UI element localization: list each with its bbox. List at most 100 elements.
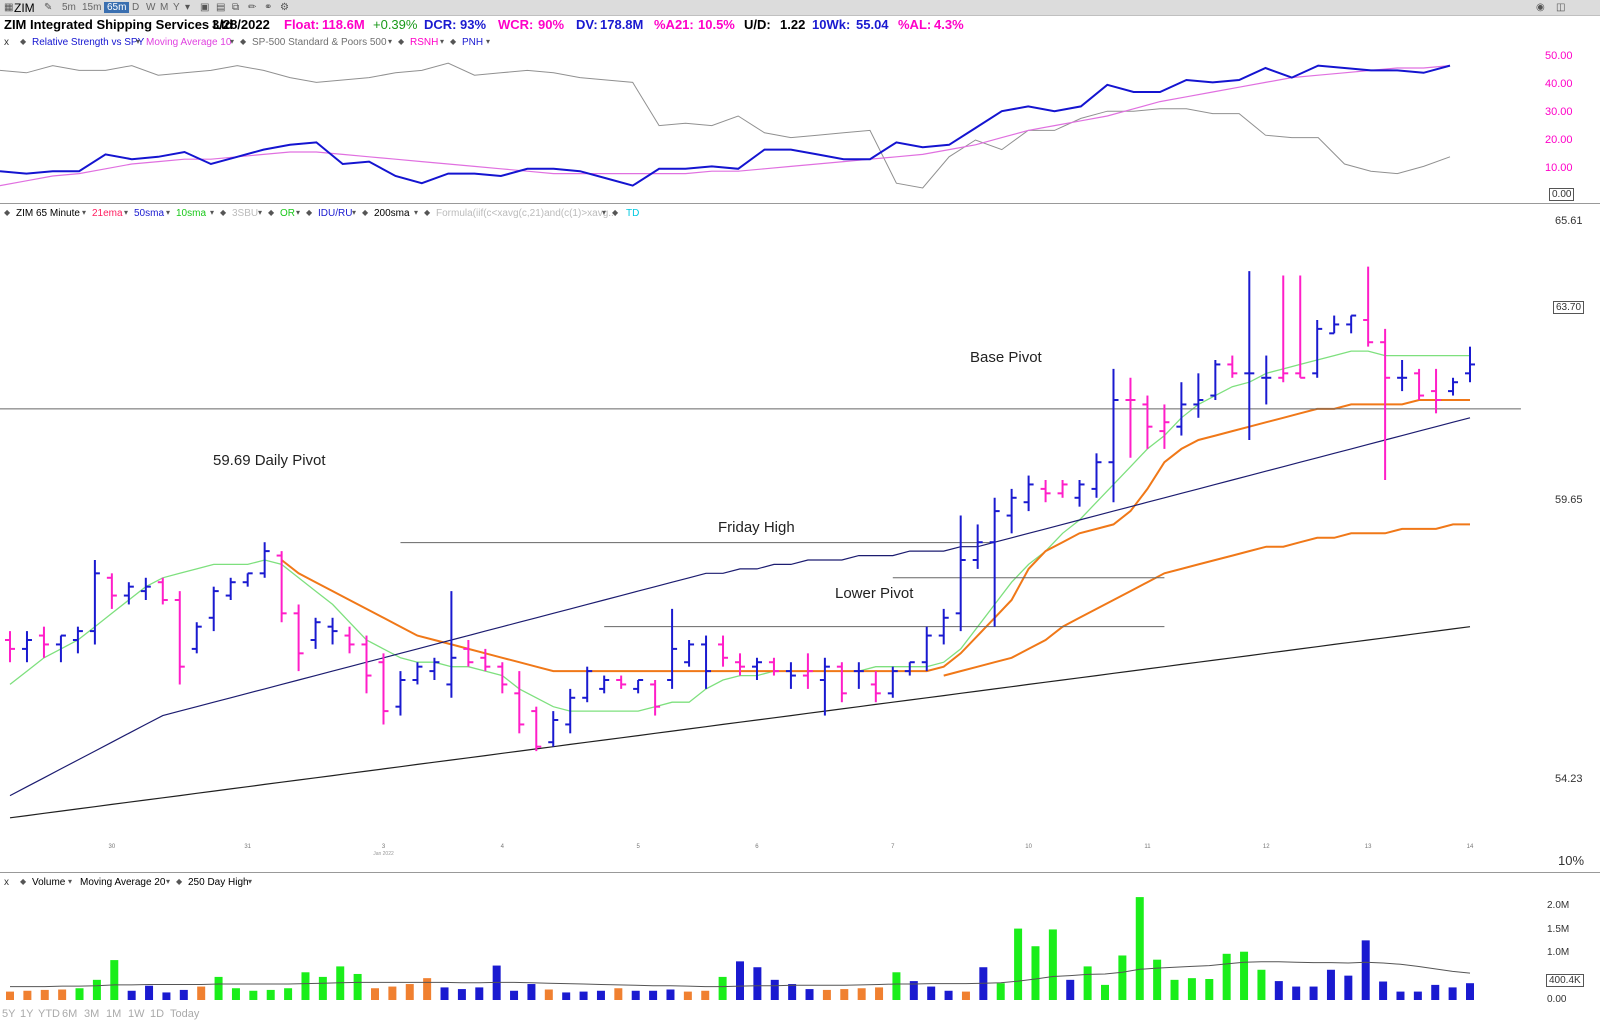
- volume-bar: [475, 987, 484, 1000]
- rs-y-tick: 40.00: [1545, 78, 1573, 90]
- lock-icon[interactable]: ◉: [1536, 2, 1545, 13]
- dropdown-icon[interactable]: ▾: [414, 208, 419, 217]
- rs-legend-item[interactable]: RSNH: [410, 37, 439, 48]
- dropdown-icon[interactable]: ▾: [185, 2, 191, 13]
- dropdown-icon[interactable]: ▾: [258, 208, 263, 217]
- panel-divider[interactable]: [0, 203, 1600, 204]
- dropdown-icon[interactable]: ▾: [68, 877, 73, 886]
- range-tab[interactable]: 5Y: [2, 1008, 16, 1020]
- drawing-icon[interactable]: ✎: [44, 2, 53, 13]
- dropdown-icon[interactable]: ◆: [20, 877, 27, 886]
- range-tab[interactable]: 6M: [62, 1008, 78, 1020]
- range-tab[interactable]: 3M: [84, 1008, 100, 1020]
- window-icon[interactable]: ◫: [1556, 2, 1566, 13]
- price-legend-item[interactable]: 10sma: [176, 208, 207, 219]
- rs-close-icon[interactable]: x: [4, 37, 9, 48]
- dropdown-icon[interactable]: ▾: [296, 208, 301, 217]
- annotation-friday-high: Friday High: [718, 519, 795, 536]
- price-legend-item[interactable]: IDU/RU: [318, 208, 353, 219]
- dropdown-icon[interactable]: ▾: [136, 37, 141, 46]
- volume-ma20-line: [10, 961, 1471, 988]
- price-legend-item[interactable]: 21ema: [92, 208, 123, 219]
- wk10-value: 55.04: [856, 17, 889, 32]
- volume-close-icon[interactable]: x: [4, 877, 9, 888]
- rs-y-tick: 30.00: [1545, 106, 1573, 118]
- price-legend-item[interactable]: 3SBU: [232, 208, 259, 219]
- grid-icon[interactable]: ▤: [216, 2, 226, 13]
- price-legend-item[interactable]: Formula(iif(c<xavg(c,21)and(c(1)>xavg...: [436, 208, 617, 219]
- layout-icon[interactable]: ▣: [200, 2, 210, 13]
- range-tab[interactable]: 1Y: [20, 1008, 34, 1020]
- tf-y[interactable]: Y: [173, 2, 180, 13]
- top-toolbar: ZIM ▦ ✎ 5m 15m 65m D W M Y ▾ ▣ ▤ ⧉ ✏ ⚭ ⚙…: [0, 0, 1600, 16]
- price-legend-item[interactable]: ZIM 65 Minute: [16, 208, 80, 219]
- dropdown-icon[interactable]: ▾: [124, 208, 129, 217]
- a21-value: 10.5%: [698, 17, 735, 32]
- compare-icon[interactable]: ⧉: [232, 2, 240, 13]
- tf-65m[interactable]: 65m: [104, 2, 130, 13]
- dropdown-icon[interactable]: ▾: [352, 208, 357, 217]
- dropdown-icon[interactable]: ◆: [450, 37, 457, 46]
- dropdown-icon[interactable]: ◆: [306, 208, 313, 217]
- link-icon[interactable]: ⚭: [264, 2, 273, 13]
- volume-bar: [579, 991, 588, 1000]
- x-tick-label: 6: [755, 844, 759, 850]
- x-tick-label: 14: [1467, 844, 1474, 850]
- chart-type-icon[interactable]: ▦: [4, 2, 14, 13]
- dropdown-icon[interactable]: ▾: [248, 877, 253, 886]
- volume-legend-item[interactable]: Volume: [32, 877, 66, 888]
- volume-bar: [1014, 928, 1023, 1000]
- dropdown-icon[interactable]: ▾: [602, 208, 607, 217]
- price-legend-item[interactable]: 200sma: [374, 208, 410, 219]
- dropdown-icon[interactable]: ◆: [240, 37, 247, 46]
- range-tab[interactable]: YTD: [38, 1008, 60, 1020]
- volume-legend-item[interactable]: Moving Average 20: [80, 877, 166, 888]
- tf-15m[interactable]: 15m: [82, 2, 102, 13]
- rs-legend-item[interactable]: Relative Strength vs SPY: [32, 37, 145, 48]
- volume-legend-item[interactable]: 250 Day High: [188, 877, 249, 888]
- dropdown-icon[interactable]: ◆: [4, 208, 11, 217]
- tf-5m[interactable]: 5m: [62, 2, 76, 13]
- range-tab[interactable]: 1D: [150, 1008, 165, 1020]
- symbol-label[interactable]: ZIM: [14, 1, 35, 15]
- rs-legend-item[interactable]: Moving Average 10: [146, 37, 232, 48]
- volume-bar: [666, 989, 675, 1000]
- volume-bar: [1135, 897, 1144, 1000]
- dropdown-icon[interactable]: ▾: [388, 37, 393, 46]
- pencil-icon[interactable]: ✏: [248, 2, 257, 13]
- dropdown-icon[interactable]: ▾: [230, 37, 235, 46]
- range-tab[interactable]: Today: [170, 1008, 200, 1020]
- panel-divider[interactable]: [0, 872, 1600, 873]
- range-tab[interactable]: 1W: [128, 1008, 145, 1020]
- tf-d[interactable]: D: [132, 2, 140, 13]
- price-legend-item[interactable]: 50sma: [134, 208, 165, 219]
- rs-legend-item[interactable]: SP-500 Standard & Poors 500: [252, 37, 387, 48]
- dropdown-icon[interactable]: ▾: [166, 877, 171, 886]
- volume-bar: [649, 990, 658, 1000]
- change-value: +0.39%: [373, 17, 418, 32]
- dropdown-icon[interactable]: ▾: [440, 37, 445, 46]
- price-legend-item[interactable]: OR: [280, 208, 295, 219]
- dropdown-icon[interactable]: ◆: [220, 208, 227, 217]
- dropdown-icon[interactable]: ◆: [20, 37, 27, 46]
- dropdown-icon[interactable]: ◆: [612, 208, 619, 217]
- dropdown-icon[interactable]: ▾: [486, 37, 491, 46]
- tf-m[interactable]: M: [160, 2, 169, 13]
- dropdown-icon[interactable]: ◆: [398, 37, 405, 46]
- range-tab[interactable]: 1M: [106, 1008, 122, 1020]
- dropdown-icon[interactable]: ◆: [176, 877, 183, 886]
- dropdown-icon[interactable]: ◆: [268, 208, 275, 217]
- dropdown-icon[interactable]: ▾: [166, 208, 171, 217]
- tf-w[interactable]: W: [146, 2, 156, 13]
- dropdown-icon[interactable]: ▾: [82, 208, 87, 217]
- x-tick-label: 31: [244, 844, 251, 850]
- dropdown-icon[interactable]: ◆: [362, 208, 369, 217]
- dropdown-icon[interactable]: ▾: [210, 208, 215, 217]
- rs-line: [0, 64, 1451, 187]
- settings-icon[interactable]: ⚙: [280, 2, 289, 13]
- volume-bar: [75, 988, 84, 1000]
- rs-legend-item[interactable]: PNH: [462, 37, 484, 48]
- dropdown-icon[interactable]: ◆: [424, 208, 431, 217]
- price-legend-item[interactable]: TD: [626, 208, 640, 219]
- volume-bar: [996, 983, 1005, 1000]
